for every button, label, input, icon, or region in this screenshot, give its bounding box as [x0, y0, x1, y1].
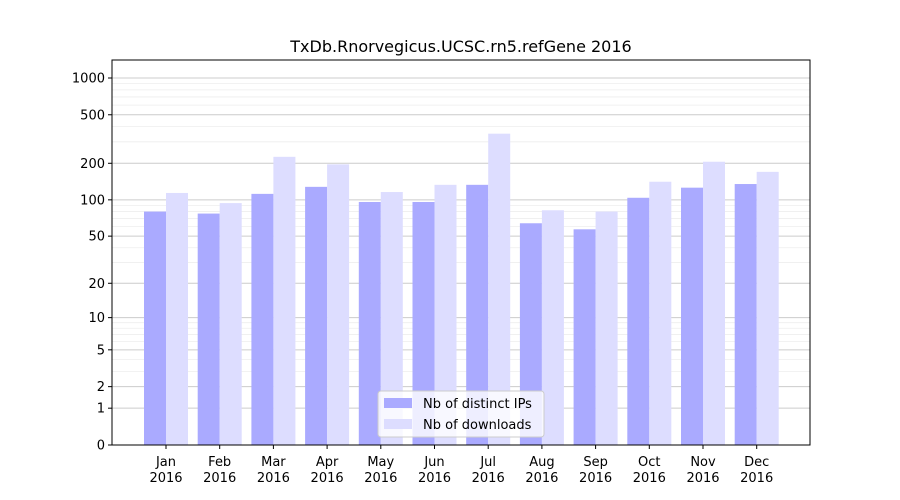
x-tick-label: 2016	[257, 471, 290, 486]
bar-downloads	[488, 133, 511, 446]
x-tick-label: 2016	[418, 471, 451, 486]
bar-downloads	[434, 184, 457, 445]
x-tick-label: Aug	[529, 455, 554, 470]
axes: 01251020501002005001000Jan2016Feb2016Mar…	[72, 72, 773, 487]
bar-distinct-ips	[573, 229, 596, 445]
legend-label: Nb of downloads	[423, 418, 532, 433]
bar-downloads	[166, 192, 188, 445]
bar-downloads	[327, 164, 350, 446]
x-tick-label: Feb	[208, 455, 231, 470]
bar-distinct-ips	[197, 213, 220, 445]
x-tick-label: Jun	[423, 455, 444, 470]
x-tick-label: Jan	[155, 455, 176, 470]
y-tick-label: 5	[97, 343, 105, 358]
bar-distinct-ips	[305, 186, 328, 446]
x-tick-label: 2016	[203, 471, 236, 486]
y-tick-label: 0	[97, 439, 105, 454]
x-tick-label: May	[367, 455, 394, 470]
x-tick-label: 2016	[686, 471, 719, 486]
bars	[144, 133, 779, 446]
bar-downloads	[756, 171, 779, 445]
bar-distinct-ips	[144, 211, 166, 445]
y-tick-label: 50	[88, 230, 105, 245]
x-tick-label: Jul	[479, 455, 496, 470]
legend-box	[377, 390, 545, 438]
bar-distinct-ips	[466, 184, 489, 445]
x-tick-label: 2016	[525, 471, 558, 486]
legend-swatch	[384, 398, 412, 408]
legend-swatch	[384, 419, 412, 429]
bar-distinct-ips	[412, 201, 435, 445]
x-tick-label: 2016	[633, 471, 666, 486]
y-tick-label: 20	[88, 277, 105, 292]
bar-downloads	[703, 161, 725, 445]
x-tick-label: 2016	[472, 471, 505, 486]
x-tick-label: 2016	[579, 471, 612, 486]
y-tick-label: 1000	[72, 72, 105, 87]
y-tick-label: 1	[97, 402, 105, 417]
x-tick-label: Sep	[583, 455, 608, 470]
legend: Nb of distinct IPs Nb of downloads	[377, 390, 545, 438]
bar-downloads	[380, 192, 403, 445]
chart-title: TxDb.Rnorvegicus.UCSC.rn5.refGene 2016	[289, 37, 631, 56]
bar-downloads	[541, 210, 564, 445]
x-tick-label: 2016	[149, 471, 182, 486]
bar-distinct-ips	[358, 201, 381, 445]
y-tick-label: 200	[80, 157, 105, 172]
legend-label: Nb of distinct IPs	[423, 397, 532, 412]
bar-distinct-ips	[734, 184, 757, 445]
x-tick-label: 2016	[364, 471, 397, 486]
plot-frame	[111, 59, 811, 446]
x-tick-label: Apr	[316, 455, 339, 470]
bar-distinct-ips	[681, 187, 703, 445]
y-tick-label: 500	[80, 108, 105, 123]
y-tick-label: 100	[80, 193, 105, 208]
y-tick-label: 2	[97, 380, 105, 395]
bar-distinct-ips	[627, 197, 650, 445]
x-tick-label: Nov	[690, 455, 716, 470]
x-tick-label: Dec	[744, 455, 769, 470]
x-tick-label: 2016	[311, 471, 344, 486]
bar-downloads	[649, 181, 672, 445]
x-tick-label: Oct	[638, 455, 660, 470]
x-tick-label: 2016	[740, 471, 773, 486]
bar-downloads	[595, 211, 618, 445]
bar-downloads	[219, 203, 242, 445]
y-tick-label: 10	[88, 311, 105, 326]
bar-distinct-ips	[251, 193, 274, 445]
x-tick-label: Mar	[261, 455, 286, 470]
bar-downloads	[273, 156, 296, 445]
bar-distinct-ips	[519, 223, 542, 445]
